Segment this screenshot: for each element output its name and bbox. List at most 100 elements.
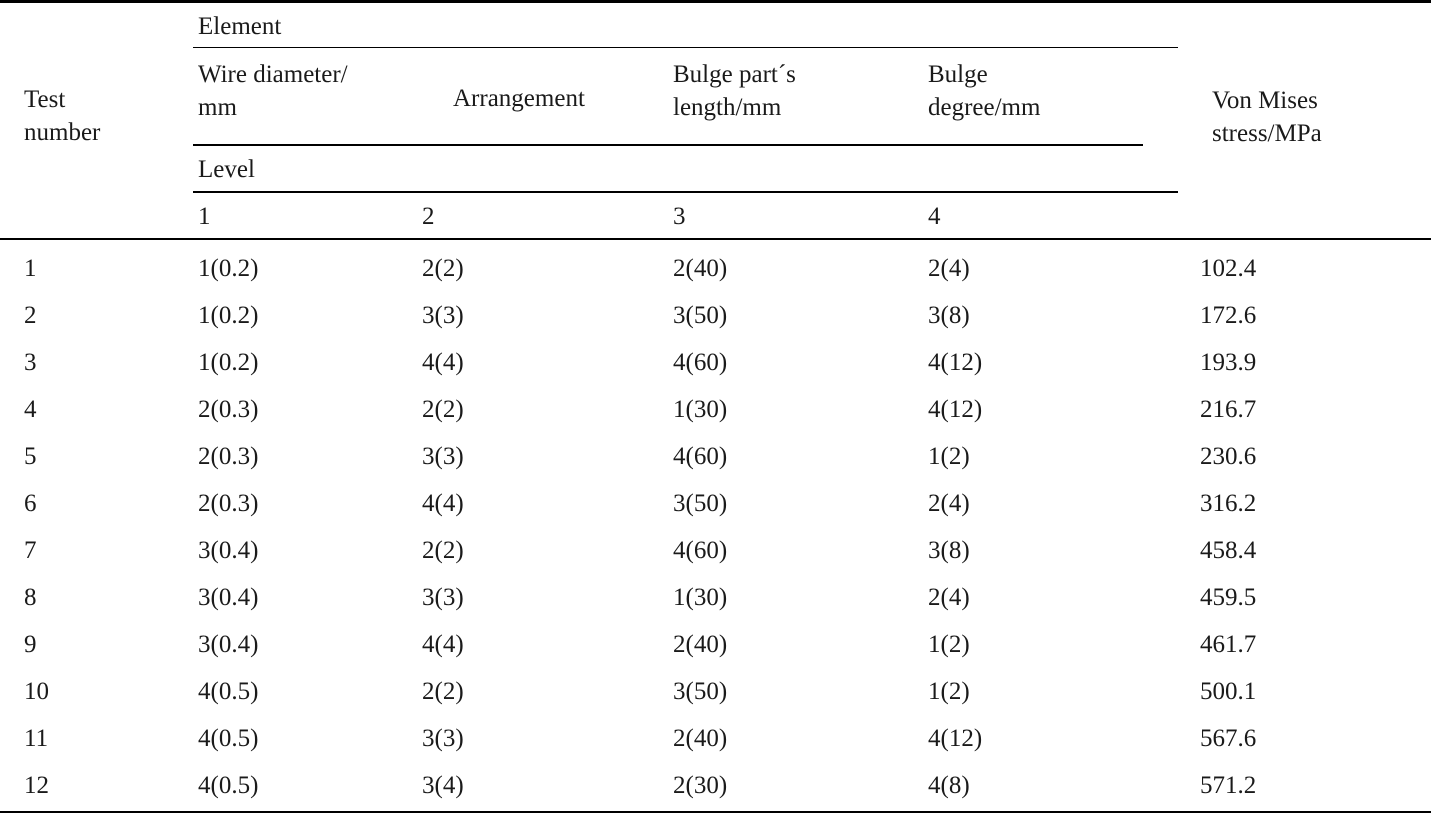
cell-bulge-degree: 4(8) [928, 772, 970, 799]
cell-bulge-degree: 3(8) [928, 302, 970, 329]
cell-bulge-degree: 2(4) [928, 255, 970, 282]
cell-arrangement: 3(3) [422, 302, 464, 329]
cell-bulge-degree: 4(12) [928, 396, 983, 423]
cell-von-mises: 316.2 [1200, 490, 1257, 517]
cell-arrangement: 3(3) [422, 725, 464, 752]
header-bulge-degree-line1: Bulge [928, 61, 988, 88]
table-row: 7 3(0.4) 2(2) 4(60) 3(8) 458.4 [0, 528, 1431, 575]
cell-bulge-length: 3(50) [673, 678, 728, 705]
cell-test-number: 2 [24, 302, 37, 329]
cell-bulge-length: 3(50) [673, 490, 728, 517]
cell-test-number: 5 [24, 443, 37, 470]
cell-bulge-degree: 2(4) [928, 490, 970, 517]
header-bottom-rule [0, 238, 1431, 240]
cell-arrangement: 4(4) [422, 349, 464, 376]
cell-von-mises: 461.7 [1200, 631, 1257, 658]
header-wire-diameter-line1: Wire diameter/ [198, 61, 348, 88]
table-row: 1 1(0.2) 2(2) 2(40) 2(4) 102.4 [0, 246, 1431, 293]
cell-test-number: 4 [24, 396, 37, 423]
cell-bulge-length: 3(50) [673, 302, 728, 329]
cell-bulge-degree: 1(2) [928, 443, 970, 470]
cell-wire-diameter: 2(0.3) [198, 396, 259, 423]
header-level-1: 1 [198, 203, 211, 230]
header-level: Level [198, 156, 255, 183]
cell-test-number: 3 [24, 349, 37, 376]
cell-bulge-length: 4(60) [673, 537, 728, 564]
cell-bulge-length: 4(60) [673, 443, 728, 470]
cell-wire-diameter: 1(0.2) [198, 302, 259, 329]
cell-von-mises: 458.4 [1200, 537, 1257, 564]
table-row: 2 1(0.2) 3(3) 3(50) 3(8) 172.6 [0, 293, 1431, 340]
cell-bulge-degree: 1(2) [928, 631, 970, 658]
table-row: 9 3(0.4) 4(4) 2(40) 1(2) 461.7 [0, 622, 1431, 669]
bulge-degree-underline [193, 144, 1143, 146]
cell-wire-diameter: 3(0.4) [198, 537, 259, 564]
header-bulge-length-line1: Bulge part´s [673, 61, 796, 88]
cell-test-number: 11 [24, 725, 49, 752]
cell-bulge-degree: 3(8) [928, 537, 970, 564]
cell-bulge-length: 1(30) [673, 584, 728, 611]
cell-bulge-length: 1(30) [673, 396, 728, 423]
header-bulge-length-line2: length/mm [673, 94, 782, 121]
cell-arrangement: 4(4) [422, 631, 464, 658]
header-von-mises: Von Mises stress/MPa [1212, 86, 1322, 149]
cell-von-mises: 571.2 [1200, 772, 1257, 799]
cell-test-number: 6 [24, 490, 37, 517]
header-von-mises-line2: stress/MPa [1212, 120, 1322, 147]
header-test-number-line2: number [24, 119, 101, 146]
cell-arrangement: 3(3) [422, 443, 464, 470]
cell-arrangement: 3(3) [422, 584, 464, 611]
cell-arrangement: 4(4) [422, 490, 464, 517]
cell-wire-diameter: 4(0.5) [198, 772, 259, 799]
header-level-2: 2 [422, 203, 435, 230]
cell-von-mises: 216.7 [1200, 396, 1257, 423]
cell-von-mises: 459.5 [1200, 584, 1257, 611]
cell-wire-diameter: 4(0.5) [198, 678, 259, 705]
cell-bulge-degree: 4(12) [928, 349, 983, 376]
cell-arrangement: 3(4) [422, 772, 464, 799]
header-bulge-length: Bulge part´s length/mm [673, 60, 796, 123]
cell-wire-diameter: 1(0.2) [198, 255, 259, 282]
cell-arrangement: 2(2) [422, 396, 464, 423]
cell-bulge-degree: 4(12) [928, 725, 983, 752]
level-underline [193, 191, 1178, 193]
cell-bulge-length: 2(40) [673, 631, 728, 658]
cell-bulge-degree: 2(4) [928, 584, 970, 611]
table-row: 5 2(0.3) 3(3) 4(60) 1(2) 230.6 [0, 434, 1431, 481]
header-wire-diameter: Wire diameter/ mm [198, 60, 348, 123]
header-bulge-degree-line2: degree/mm [928, 94, 1041, 121]
header-test-number: Test number [24, 85, 100, 148]
element-underline [193, 47, 1178, 48]
cell-bulge-degree: 1(2) [928, 678, 970, 705]
header-bulge-degree: Bulge degree/mm [928, 60, 1040, 123]
table-row: 11 4(0.5) 3(3) 2(40) 4(12) 567.6 [0, 716, 1431, 763]
header-test-number-line1: Test [24, 86, 66, 113]
cell-bulge-length: 2(30) [673, 772, 728, 799]
table-bottom-rule [0, 811, 1431, 813]
cell-bulge-length: 2(40) [673, 725, 728, 752]
table-row: 3 1(0.2) 4(4) 4(60) 4(12) 193.9 [0, 340, 1431, 387]
cell-von-mises: 567.6 [1200, 725, 1257, 752]
table-row: 4 2(0.3) 2(2) 1(30) 4(12) 216.7 [0, 387, 1431, 434]
cell-wire-diameter: 2(0.3) [198, 443, 259, 470]
cell-arrangement: 2(2) [422, 678, 464, 705]
cell-wire-diameter: 1(0.2) [198, 349, 259, 376]
header-von-mises-line1: Von Mises [1212, 87, 1318, 114]
cell-test-number: 7 [24, 537, 37, 564]
table-row: 6 2(0.3) 4(4) 3(50) 2(4) 316.2 [0, 481, 1431, 528]
cell-arrangement: 2(2) [422, 255, 464, 282]
cell-wire-diameter: 4(0.5) [198, 725, 259, 752]
cell-test-number: 9 [24, 631, 37, 658]
cell-von-mises: 102.4 [1200, 255, 1257, 282]
cell-bulge-length: 4(60) [673, 349, 728, 376]
cell-test-number: 1 [24, 255, 37, 282]
cell-bulge-length: 2(40) [673, 255, 728, 282]
table-top-rule [0, 0, 1431, 3]
cell-test-number: 8 [24, 584, 37, 611]
cell-von-mises: 193.9 [1200, 349, 1257, 376]
table-row: 12 4(0.5) 3(4) 2(30) 4(8) 571.2 [0, 763, 1431, 810]
cell-test-number: 10 [24, 678, 49, 705]
cell-wire-diameter: 3(0.4) [198, 631, 259, 658]
cell-von-mises: 172.6 [1200, 302, 1257, 329]
